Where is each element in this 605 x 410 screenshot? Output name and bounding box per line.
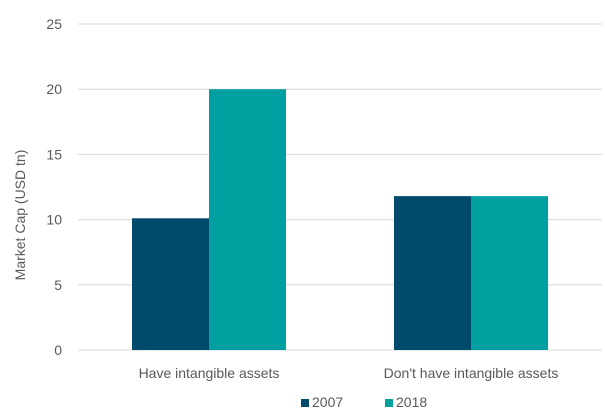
bar-2018-1 bbox=[471, 196, 548, 350]
y-tick-label: 0 bbox=[54, 342, 62, 358]
x-axis-categories: Have intangible assets Don't have intangi… bbox=[139, 365, 559, 381]
legend: 2007 2018 bbox=[301, 394, 427, 410]
y-axis-title: Market Cap (USD tn) bbox=[12, 150, 28, 281]
legend-label-2018: 2018 bbox=[396, 394, 427, 410]
bar-2018-0 bbox=[209, 89, 286, 350]
y-tick-label: 5 bbox=[54, 277, 62, 293]
y-tick-label: 20 bbox=[46, 81, 62, 97]
legend-swatch-2007 bbox=[301, 399, 309, 407]
bar-2007-1 bbox=[394, 196, 471, 350]
bars bbox=[132, 89, 548, 350]
legend-label-2007: 2007 bbox=[312, 394, 343, 410]
y-tick-label: 25 bbox=[46, 16, 62, 32]
x-category-label: Don't have intangible assets bbox=[384, 365, 559, 381]
y-tick-label: 15 bbox=[46, 146, 62, 162]
legend-swatch-2018 bbox=[385, 399, 393, 407]
x-category-label: Have intangible assets bbox=[139, 365, 280, 381]
bar-2007-0 bbox=[132, 218, 209, 350]
y-axis-ticks: 0 5 10 15 20 25 bbox=[46, 16, 62, 358]
y-tick-label: 10 bbox=[46, 212, 62, 228]
